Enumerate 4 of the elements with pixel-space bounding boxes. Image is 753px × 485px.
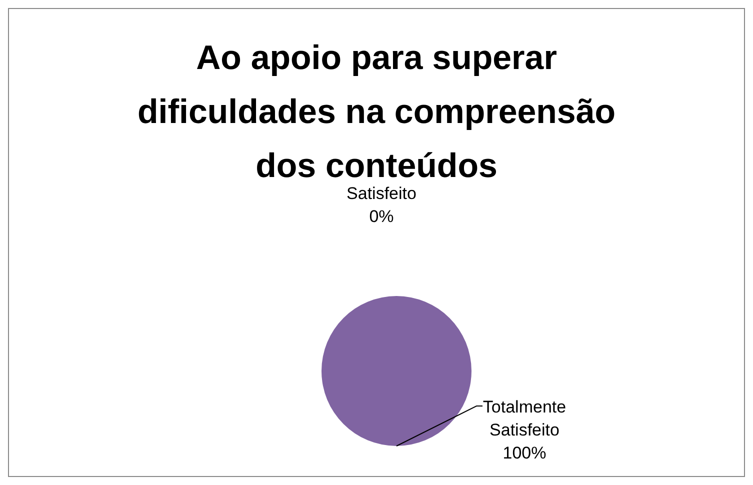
data-label: 100%: [502, 444, 546, 463]
slice-label: Totalmente Satisfeito: [482, 398, 566, 440]
category-label: Satisfeito: [346, 184, 416, 204]
text: 0%: [369, 207, 394, 226]
